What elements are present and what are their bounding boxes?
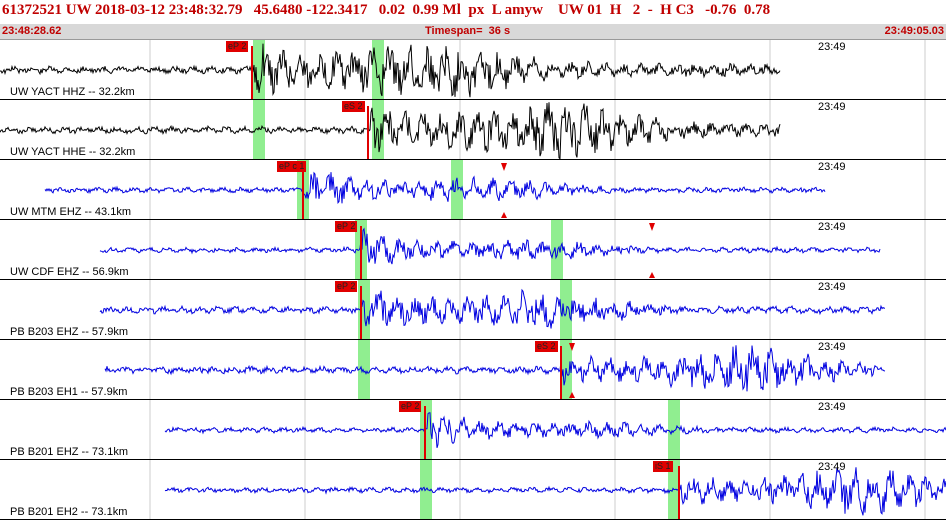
station-label: PB B201 EHZ -- 73.1km	[10, 446, 128, 458]
timespan: Timespan= 36 s	[425, 25, 511, 37]
time-tick-label: 23:49	[818, 41, 846, 53]
time-tick-label: 23:49	[818, 341, 846, 353]
seismogram-plot	[44, 160, 926, 219]
seismogram-plot	[99, 220, 926, 279]
theoretical-arrival-band	[451, 160, 463, 219]
polarity-marker	[501, 212, 507, 218]
trace-panel[interactable]: eP 2 23:49 UW YACT HHZ -- 32.2km	[0, 40, 946, 100]
phase-pick-label[interactable]: eP c 1	[277, 161, 307, 172]
trace-panel[interactable]: eP 2 23:49 PB B201 EHZ -- 73.1km	[0, 400, 946, 460]
trace-panel[interactable]: eP 2 23:49 PB B203 EHZ -- 57.9km	[0, 280, 946, 340]
time-tick-label: 23:49	[818, 161, 846, 173]
polarity-marker	[569, 392, 575, 398]
phase-pick-label[interactable]: eS 2	[535, 341, 558, 352]
polarity-marker	[649, 272, 655, 278]
theoretical-arrival-band	[358, 340, 370, 399]
time-tick-label: 23:49	[818, 221, 846, 233]
event-header: 61372521 UW 2018-03-12 23:48:32.79 45.64…	[0, 0, 946, 24]
theoretical-arrival-band	[551, 220, 563, 279]
time-tick-label: 23:49	[818, 101, 846, 113]
phase-pick-label[interactable]: eP 2	[335, 281, 358, 292]
seismogram-plot	[0, 40, 926, 99]
phase-pick-label[interactable]: iS 1	[653, 461, 673, 472]
station-label: PB B203 EHZ -- 57.9km	[10, 326, 128, 338]
polarity-marker	[649, 223, 655, 231]
trace-panel[interactable]: eP 2 23:49 UW CDF EHZ -- 56.9km	[0, 220, 946, 280]
waveform	[164, 467, 946, 516]
phase-pick-label[interactable]: eP 2	[335, 221, 358, 232]
trace-panel[interactable]: iS 1 23:49 PB B201 EH2 -- 73.1km	[0, 460, 946, 520]
event-summary: 61372521 UW 2018-03-12 23:48:32.79 45.64…	[2, 2, 771, 18]
seismogram-plot	[149, 460, 946, 519]
time-tick-label: 23:49	[818, 461, 846, 473]
waveform	[99, 288, 886, 329]
phase-pick-label[interactable]: eP 2	[226, 41, 249, 52]
phase-pick-label[interactable]: eP 2	[399, 401, 422, 412]
waveform	[164, 412, 946, 449]
time-tick-label: 23:49	[818, 281, 846, 293]
waveform	[0, 102, 781, 159]
trace-panel[interactable]: eS 2 23:49 UW YACT HHE -- 32.2km	[0, 100, 946, 160]
time-bar: 23:48:28.62 Timespan= 36 s 23:49:05.03	[0, 24, 946, 40]
waveform	[99, 227, 881, 265]
station-label: UW YACT HHZ -- 32.2km	[10, 86, 135, 98]
phase-pick-label[interactable]: eS 2	[342, 101, 365, 112]
station-label: PB B203 EH1 -- 57.9km	[10, 386, 128, 398]
theoretical-arrival-band	[668, 400, 680, 459]
seismogram-plot	[149, 400, 946, 459]
station-label: PB B201 EH2 -- 73.1km	[10, 506, 128, 518]
seismogram-plot	[104, 340, 926, 399]
theoretical-arrival-band	[253, 40, 265, 99]
seismogram-plot	[99, 280, 926, 339]
trace-panels[interactable]: eP 2 23:49 UW YACT HHZ -- 32.2km eS 2 23:49 U…	[0, 40, 946, 520]
trace-panel[interactable]: eS 2 23:49 PB B203 EH1 -- 57.9km	[0, 340, 946, 400]
polarity-marker	[501, 163, 507, 171]
theoretical-arrival-band	[253, 100, 265, 159]
waveform	[0, 43, 781, 98]
time-tick-label: 23:49	[818, 401, 846, 413]
theoretical-arrival-band	[560, 280, 572, 339]
station-label: UW MTM EHZ -- 43.1km	[10, 206, 131, 218]
waveform	[104, 345, 886, 392]
seismogram-plot	[0, 100, 926, 159]
trace-panel[interactable]: eP c 1 23:49 UW MTM EHZ -- 43.1km	[0, 160, 946, 220]
polarity-marker	[569, 343, 575, 351]
waveform	[44, 171, 826, 204]
end-time: 23:49:05.03	[884, 25, 944, 37]
station-label: UW YACT HHE -- 32.2km	[10, 146, 136, 158]
station-label: UW CDF EHZ -- 56.9km	[10, 266, 129, 278]
start-time: 23:48:28.62	[2, 25, 62, 37]
